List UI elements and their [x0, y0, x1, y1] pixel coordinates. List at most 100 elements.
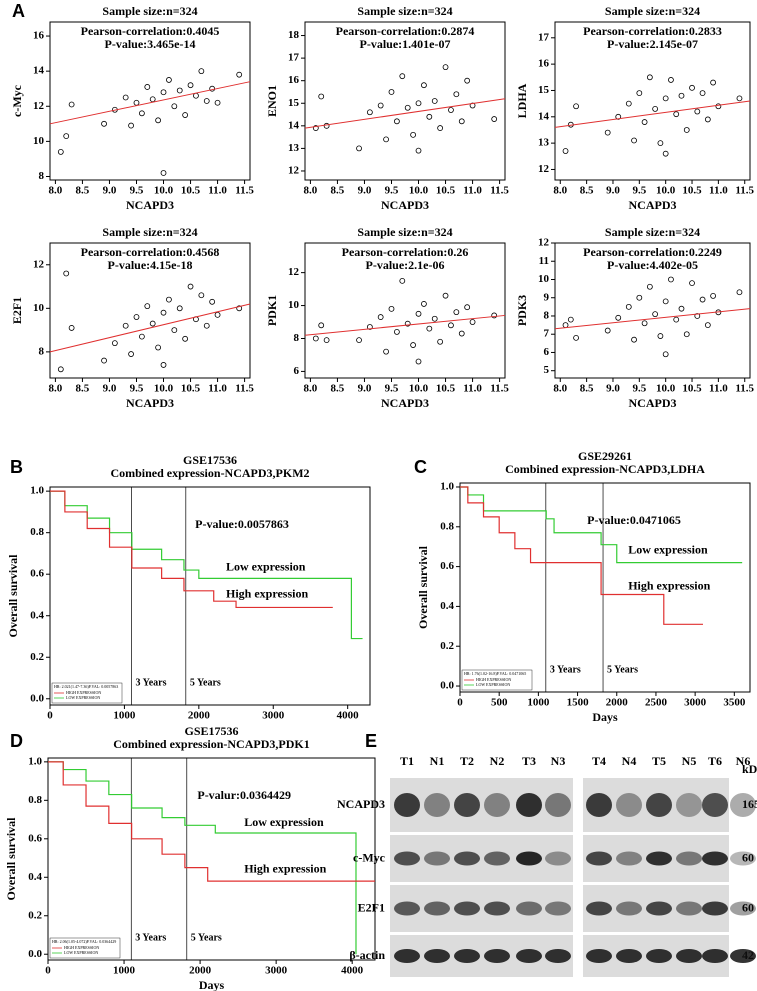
point: [68, 325, 75, 331]
point: [128, 351, 134, 357]
y-tick-label: 14: [33, 65, 45, 77]
x-tick-label: 9.5: [130, 383, 144, 395]
y-axis-label: PDK1: [265, 295, 279, 326]
point: [615, 113, 622, 120]
x-tick-label: 2500: [645, 697, 668, 709]
band: [424, 901, 450, 916]
plot-frame: [554, 242, 751, 379]
point: [149, 96, 156, 103]
x-tick-label: 11.5: [235, 383, 254, 395]
x-tick-label: 11.0: [463, 185, 482, 197]
blot-bg: [390, 778, 573, 832]
legend-label: HIGH EXPRESSION: [66, 690, 101, 695]
chart-title: Sample size:n=324: [605, 225, 700, 239]
x-tick-label: 500: [491, 697, 508, 709]
annotation: P-valur:0.0364429: [197, 788, 291, 802]
point: [710, 293, 717, 299]
band: [516, 949, 542, 963]
point: [383, 136, 389, 143]
panel-label: B: [10, 457, 23, 477]
x-tick-label: 1500: [567, 697, 590, 709]
y-axis-label: Overall survival: [416, 545, 430, 629]
point: [699, 296, 706, 303]
annotation: Pearson-correlation:0.26: [342, 245, 469, 259]
y-tick-label: 6: [544, 346, 550, 358]
x-tick-label: 11.0: [208, 383, 227, 395]
x-tick-label: 11.0: [208, 185, 227, 197]
x-tick-label: 10.5: [436, 185, 456, 197]
x-axis-label: Days: [199, 978, 225, 991]
point: [689, 280, 695, 287]
x-tick-label: 9.0: [103, 185, 117, 197]
chart-title: Sample size:n=324: [102, 225, 197, 239]
band: [702, 901, 728, 916]
point: [171, 327, 178, 333]
kd-label: 60: [742, 900, 754, 914]
band: [516, 793, 542, 817]
point: [573, 334, 579, 341]
y-tick-label: 7: [544, 328, 550, 340]
y-tick-label: 16: [538, 58, 550, 70]
x-axis-label: NCAPD3: [381, 396, 429, 410]
y-tick-label: 0.8: [440, 520, 454, 532]
x-tick-label: 9.0: [103, 383, 117, 395]
chart-title: GSE17536: [184, 724, 238, 738]
point: [138, 110, 145, 117]
x-tick-label: 9.0: [606, 383, 620, 395]
y-tick-label: 0.2: [28, 909, 42, 921]
point: [458, 118, 465, 125]
band: [394, 793, 420, 817]
x-tick-label: 10.5: [436, 383, 456, 395]
point: [704, 116, 711, 123]
point: [122, 322, 129, 329]
kd-unit: kD: [742, 762, 757, 776]
point: [453, 91, 460, 98]
y-tick-label: 0.0: [30, 692, 44, 704]
x-tick-label: 11.5: [490, 185, 509, 197]
annotation: P-value:4.15e-18: [108, 258, 193, 272]
point: [160, 170, 167, 176]
x-tick-label: 9.5: [385, 383, 399, 395]
band: [424, 851, 450, 866]
x-tick-label: 10.0: [409, 383, 429, 395]
point: [646, 74, 653, 81]
x-tick-label: 1000: [113, 710, 136, 722]
chart-title: Sample size:n=324: [102, 4, 197, 18]
plot-frame: [47, 757, 376, 961]
lane-label: N2: [490, 754, 505, 768]
y-tick-label: 13: [288, 142, 300, 154]
point: [431, 315, 438, 322]
lane-label: N3: [551, 754, 566, 768]
band: [454, 901, 480, 916]
y-axis-label: PDK3: [515, 295, 529, 326]
point: [63, 133, 70, 140]
legend-note: HR: 2.06(1.05-4.072)P.VAL: 0.0364429: [52, 939, 116, 944]
band: [646, 851, 672, 866]
y-tick-label: 0.4: [440, 600, 454, 612]
band: [454, 949, 480, 963]
band: [394, 901, 420, 916]
point: [57, 366, 64, 373]
x-axis-label: NCAPD3: [126, 396, 174, 410]
x-axis-label: NCAPD3: [381, 198, 429, 212]
point: [366, 109, 373, 116]
point: [464, 304, 471, 311]
x-tick-label: 2000: [188, 710, 211, 722]
point: [491, 312, 498, 319]
x-tick-label: 11.5: [235, 185, 254, 197]
point: [193, 92, 199, 99]
lane-label: N1: [430, 754, 445, 768]
point: [567, 316, 574, 323]
x-tick-label: 0: [457, 697, 463, 709]
x-tick-label: 10.5: [682, 185, 702, 197]
point: [393, 118, 400, 125]
band: [516, 851, 542, 866]
band: [545, 793, 571, 817]
x-tick-label: 9.0: [606, 185, 620, 197]
chart-title: GSE29261: [578, 449, 632, 463]
x-axis-label: NCAPD3: [629, 198, 677, 212]
protein-label: NCAPD3: [337, 797, 385, 811]
point: [312, 335, 319, 342]
legend-label: LOW EXPRESSION: [476, 682, 510, 687]
point: [491, 116, 498, 122]
